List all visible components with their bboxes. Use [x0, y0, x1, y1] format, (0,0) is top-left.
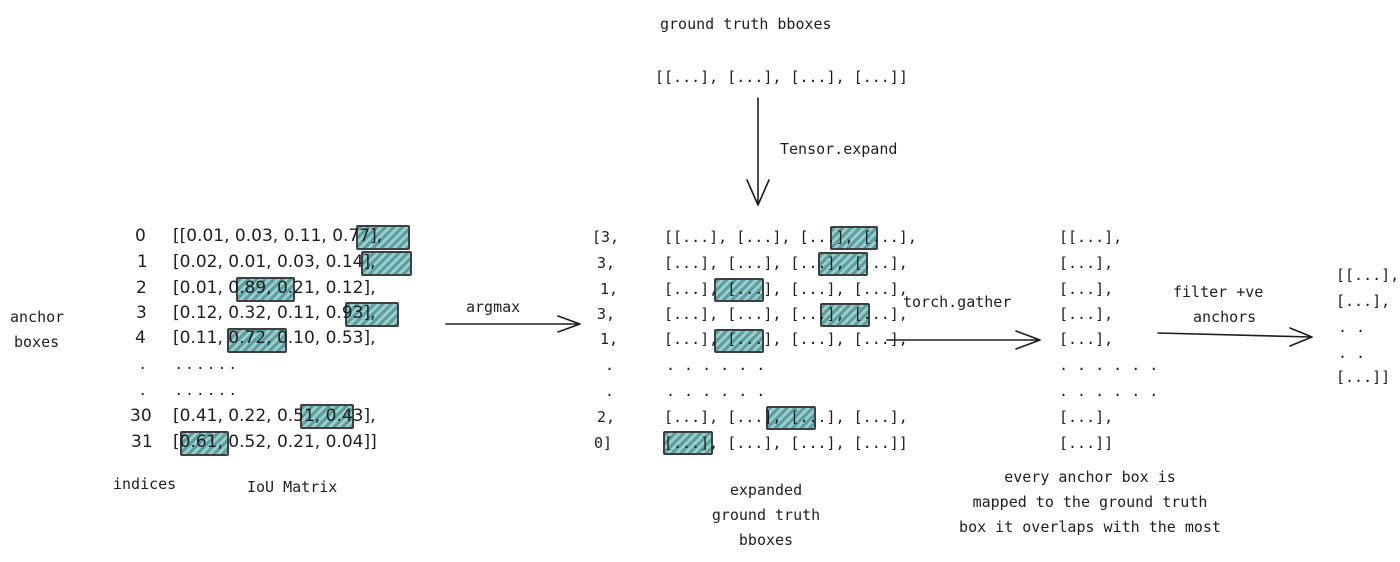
- gathered-row: [...],: [1059, 254, 1114, 272]
- expanded-highlight: [714, 278, 764, 302]
- expanded-row: [...], [...], [...], [...],: [664, 254, 908, 272]
- expanded-row: [...], [...], [...], [...],: [664, 408, 908, 426]
- argmax-value: 3,: [597, 254, 616, 272]
- argmax-value: 0]: [594, 434, 613, 452]
- indices-caption: indices: [113, 475, 177, 493]
- iou-max-highlight: [180, 431, 229, 456]
- expanded-caption-line3: bboxes: [738, 531, 794, 549]
- filtered-row: [...],: [1336, 292, 1391, 310]
- iou-row: . . . . . .: [176, 380, 236, 400]
- expanded-row: [...], [...], [...], [...],: [664, 330, 908, 348]
- iou-row: [0.61, 0.52, 0.21, 0.04]]: [173, 432, 377, 452]
- expanded-row: [[...], [...], [...], [...],: [664, 228, 917, 246]
- gathered-caption-line1: every anchor box is: [1004, 468, 1176, 486]
- filter-label-line2: anchors: [1193, 308, 1257, 326]
- index-value: 2: [136, 278, 147, 298]
- iou-row: [0.02, 0.01, 0.03, 0.14],: [173, 252, 376, 272]
- iou-max-highlight: [356, 225, 410, 250]
- expanded-row: . . . . . .: [666, 382, 766, 400]
- expand-arrow: [746, 97, 770, 206]
- gathered-row: [...],: [1059, 305, 1114, 323]
- iou-max-highlight: [300, 404, 354, 429]
- index-value: 3: [136, 303, 147, 323]
- filtered-row: . .: [1338, 318, 1366, 336]
- expand-label: Tensor.expand: [780, 140, 898, 158]
- gt-list: [[...], [...], [...], [...]]: [655, 68, 908, 86]
- expanded-row: [...], [...], [...], [...]]: [664, 434, 908, 452]
- argmax-value: 3,: [597, 305, 616, 323]
- iou-row: [[0.01, 0.03, 0.11, 0.77],: [173, 226, 383, 246]
- expanded-row: . . . . . .: [666, 356, 766, 374]
- filtered-row: [...]]: [1336, 368, 1391, 386]
- argmax-value: 1,: [600, 280, 619, 298]
- iou-caption: IoU Matrix: [247, 478, 338, 496]
- expanded-caption-line2: ground truth: [711, 506, 821, 524]
- argmax-value: .: [605, 356, 615, 374]
- argmax-value: 1,: [600, 330, 619, 348]
- gathered-caption-line2: mapped to the ground truth: [972, 493, 1208, 511]
- filter-arrow: [1157, 327, 1313, 347]
- expanded-highlight: [830, 226, 878, 250]
- argmax-value: .: [605, 382, 615, 400]
- index-value: .: [140, 354, 146, 374]
- expanded-row: [...], [...], [...], [...],: [664, 305, 908, 323]
- expanded-highlight: [714, 329, 764, 353]
- gathered-row: [...]]: [1059, 434, 1114, 452]
- index-value: 30: [130, 406, 152, 426]
- iou-row: [0.12, 0.32, 0.11, 0.93],: [173, 303, 376, 323]
- index-value: 0: [135, 226, 146, 246]
- filtered-row: . .: [1338, 344, 1366, 362]
- iou-max-highlight: [361, 251, 412, 276]
- iou-row: . . . . . .: [176, 354, 236, 374]
- expanded-row: [...], [...], [...], [...],: [664, 280, 908, 298]
- index-value: .: [140, 380, 146, 400]
- gathered-row: [[...],: [1059, 228, 1123, 246]
- gather-arrow: [886, 330, 1041, 350]
- index-value: 31: [131, 432, 153, 452]
- expanded-highlight: [766, 406, 816, 430]
- expanded-highlight: [663, 431, 713, 455]
- argmax-value: 2,: [597, 408, 616, 426]
- iou-row: [0.11, 0.72, 0.10, 0.53],: [173, 328, 376, 348]
- filtered-row: [[...],: [1336, 266, 1400, 284]
- argmax-value: [3,: [592, 228, 620, 246]
- index-value: 1: [137, 252, 148, 272]
- expanded-highlight: [820, 303, 870, 327]
- iou-max-highlight: [345, 302, 399, 327]
- index-value: 4: [135, 328, 146, 348]
- filter-label-line1: filter +ve: [1173, 283, 1264, 301]
- gathered-row: [...],: [1059, 330, 1114, 348]
- argmax-label: argmax: [466, 298, 521, 316]
- anchor-label-line2: boxes: [14, 333, 60, 351]
- expanded-highlight: [818, 252, 868, 276]
- iou-row: [0.01, 0.89, 0.21, 0.12],: [173, 278, 376, 298]
- argmax-arrow: [445, 315, 581, 333]
- iou-row: [0.41, 0.22, 0.51, 0.43],: [173, 406, 376, 426]
- iou-max-highlight: [236, 277, 295, 302]
- gt-title: ground truth bboxes: [660, 15, 832, 33]
- gathered-row: [...],: [1059, 280, 1114, 298]
- gathered-caption-line3: box it overlaps with the most: [959, 518, 1221, 536]
- gathered-row: [...],: [1059, 408, 1114, 426]
- gather-label: torch.gather: [903, 293, 1012, 311]
- gathered-row: . . . . . .: [1059, 356, 1159, 374]
- iou-max-highlight: [227, 328, 287, 353]
- gathered-row: . . . . . .: [1059, 382, 1159, 400]
- anchor-label-line1: anchor: [10, 308, 65, 326]
- expanded-caption-line1: expanded: [729, 481, 803, 499]
